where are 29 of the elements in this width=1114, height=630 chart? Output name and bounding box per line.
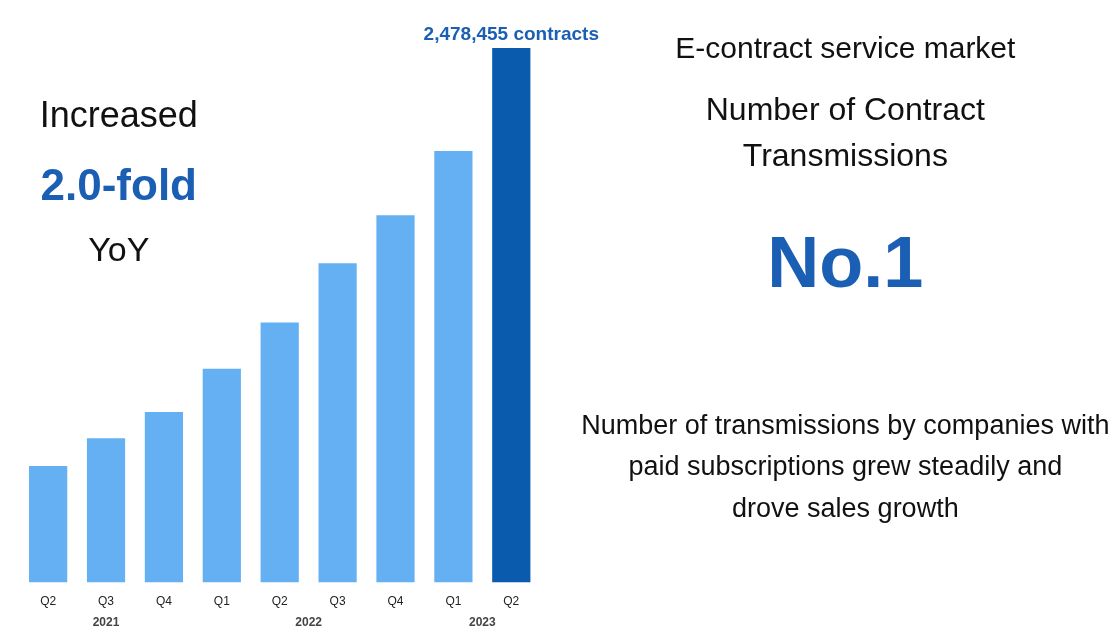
bar xyxy=(492,47,531,583)
x-tick-label: Q4 xyxy=(155,593,173,608)
data-label: 2,478,455 contracts xyxy=(423,22,599,44)
text: E-contract service market xyxy=(675,31,1017,65)
text: No.1 xyxy=(767,221,924,302)
text: 2022 xyxy=(295,614,323,629)
bar xyxy=(376,215,415,583)
x-tick-label: Q4 xyxy=(387,593,404,608)
text: 2023 xyxy=(468,614,497,629)
bar xyxy=(144,411,184,583)
x-tick-label: Q3 xyxy=(329,593,346,608)
text: Number of transmissions by companies with paid subscriptions grew steadily and drove sales growth xyxy=(581,409,1110,524)
bar xyxy=(260,322,299,583)
text: 2021 xyxy=(92,614,120,629)
bar xyxy=(86,438,126,583)
bar xyxy=(29,466,68,583)
x-tick-label: Q2 xyxy=(271,593,289,608)
x-tick-label: Q2 xyxy=(40,593,57,608)
bar xyxy=(434,151,473,583)
annotation: Increased xyxy=(39,93,198,135)
x-tick-label: Q1 xyxy=(445,593,462,608)
text: Number of Contract Transmissions xyxy=(705,90,986,173)
x-tick-label: Q3 xyxy=(98,593,115,608)
bar xyxy=(202,368,241,583)
x-tick-label: Q2 xyxy=(503,593,520,608)
annotation: YoY xyxy=(88,230,150,269)
x-tick-label: Q1 xyxy=(213,593,231,608)
annotation: 2.0-fold xyxy=(40,159,197,209)
bar xyxy=(318,263,357,583)
